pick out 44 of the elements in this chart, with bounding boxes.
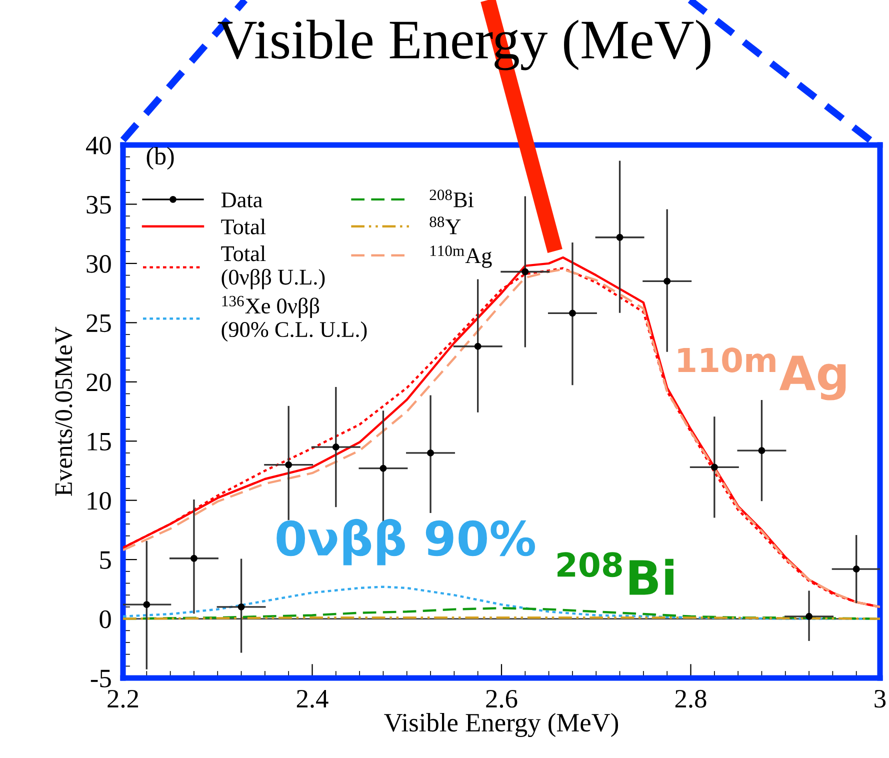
y-tick-label: 5 — [100, 551, 111, 569]
annotation: $^{208}$Bi — [558, 552, 674, 595]
legend-label: Data — [221, 192, 262, 208]
y-tick-label: 10 — [88, 492, 111, 510]
point — [143, 601, 150, 608]
annotation: (b) — [146, 146, 174, 170]
point — [710, 464, 718, 471]
point — [616, 234, 624, 241]
point — [852, 566, 860, 573]
point — [568, 310, 576, 317]
y-tick-label: -5 — [90, 670, 111, 688]
y-axis-title: Events/0.05MeV — [55, 326, 72, 496]
y-tick-label: 15 — [88, 432, 111, 451]
point — [380, 464, 387, 472]
point — [474, 342, 482, 350]
x-tick-label: 2.4 — [296, 690, 328, 708]
point — [332, 444, 340, 451]
y-tick-label: 40 — [86, 136, 111, 154]
y-tick-label: 25 — [86, 314, 111, 332]
annotation: $^{110m}$Ag — [678, 348, 846, 400]
y-tick-label: 35 — [86, 196, 111, 214]
legend-label: $^{208}$Bi — [430, 190, 474, 208]
legend-label: $^{110m}$Ag — [430, 246, 492, 268]
x-axis-title: Visible Energy (MeV) — [384, 713, 618, 738]
y-tick-label: 0 — [100, 610, 111, 628]
y-tick-label: 20 — [86, 373, 111, 392]
point — [285, 461, 292, 468]
annotation: 0νββ 90% — [276, 518, 535, 566]
point — [427, 449, 434, 456]
legend-label: $^{136}$Xe 0νββ (90% C.L. U.L.) — [222, 296, 367, 342]
point — [664, 278, 671, 285]
point — [806, 612, 813, 620]
point — [190, 554, 198, 562]
point — [522, 268, 529, 276]
x-tick-label: 2.6 — [486, 690, 518, 708]
legend-label: $^{88}$Y — [430, 216, 461, 234]
x-tick-label: 3 — [874, 690, 886, 708]
y-tick-label: 30 — [86, 255, 111, 273]
x-tick-label: 2.8 — [675, 690, 706, 708]
point — [758, 447, 766, 454]
x-tick-label: 2.2 — [108, 690, 138, 708]
legend-label: Total (0νββ U.L.) — [221, 246, 325, 290]
legend-label: Total — [221, 218, 266, 234]
point — [238, 603, 245, 610]
